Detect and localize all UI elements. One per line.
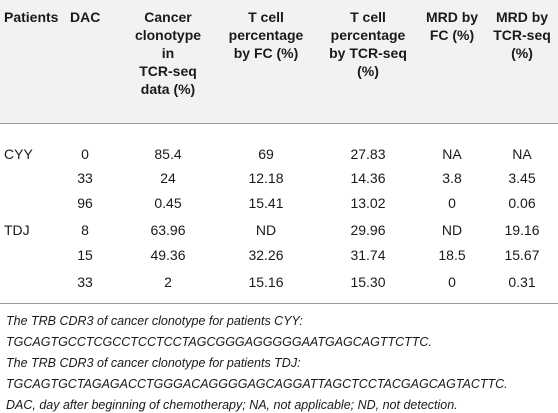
cell-patient: CYY xyxy=(4,146,33,162)
cell-clonotype: 0.45 xyxy=(154,195,182,211)
cell-tcell-seq: 14.36 xyxy=(350,170,386,186)
cell-clonotype: 63.96 xyxy=(150,222,186,238)
footnote-abbreviations: DAC, day after beginning of chemotherapy… xyxy=(6,398,458,412)
header-dac: DAC xyxy=(70,9,101,25)
header-divider xyxy=(0,123,558,124)
header-cancer-clonotype: Cancer clonotype in TCR-seq data (%) xyxy=(134,9,202,97)
cell-dac: 33 xyxy=(77,274,93,290)
cell-mrd-seq: 3.45 xyxy=(508,170,536,186)
cell-mrd-seq: 19.16 xyxy=(504,222,540,238)
footer-divider xyxy=(0,303,558,304)
cell-tcell-fc: 69 xyxy=(258,146,274,162)
cell-mrd-fc: NA xyxy=(442,146,462,162)
cell-clonotype: 24 xyxy=(160,170,176,186)
cell-tcell-fc: 15.41 xyxy=(248,195,284,211)
footnote-tdj-label: The TRB CDR3 of cancer clonotype for pat… xyxy=(6,356,301,370)
cell-tcell-seq: 13.02 xyxy=(350,195,386,211)
cell-mrd-seq: 0.06 xyxy=(508,195,536,211)
cell-mrd-fc: 3.8 xyxy=(442,170,462,186)
cell-tcell-fc: ND xyxy=(255,222,277,238)
header-patients: Patients xyxy=(4,9,59,25)
cell-patient: TDJ xyxy=(4,222,30,238)
cell-tcell-seq: 29.96 xyxy=(350,222,386,238)
cell-mrd-fc: 0 xyxy=(448,195,456,211)
cell-tcell-fc: 15.16 xyxy=(248,274,284,290)
cell-tcell-seq: 31.74 xyxy=(350,247,386,263)
header-mrd-fc: MRD by FC (%) xyxy=(425,9,479,43)
cell-mrd-fc: 18.5 xyxy=(438,247,466,263)
cell-mrd-fc: ND xyxy=(441,222,463,238)
cell-tcell-seq: 27.83 xyxy=(350,146,386,162)
cell-tcell-seq: 15.30 xyxy=(350,274,386,290)
cell-clonotype: 49.36 xyxy=(150,247,186,263)
cell-tcell-fc: 32.26 xyxy=(248,247,284,263)
cell-tcell-fc: 12.18 xyxy=(248,170,284,186)
header-mrd-seq: MRD by TCR-seq (%) xyxy=(493,9,551,61)
footnote-tdj-sequence: TGCAGTGCTAGAGACCTGGGACAGGGGAGCAGGATTAGCT… xyxy=(6,377,508,391)
table-header-row xyxy=(0,0,558,123)
cell-dac: 8 xyxy=(81,222,89,238)
footnote-cyy-sequence: TGCAGTGCCTCGCCTCCTCCTAGCGGGAGGGGGAATGAGC… xyxy=(6,335,432,349)
cell-mrd-seq: NA xyxy=(512,146,532,162)
cell-mrd-fc: 0 xyxy=(448,274,456,290)
header-tcell-fc: T cell percentage by FC (%) xyxy=(228,9,304,61)
cell-dac: 15 xyxy=(77,247,93,263)
cell-clonotype: 2 xyxy=(164,274,172,290)
footnote-cyy-label: The TRB CDR3 of cancer clonotype for pat… xyxy=(6,314,303,328)
cell-dac: 96 xyxy=(77,195,93,211)
cell-mrd-seq: 15.67 xyxy=(504,247,540,263)
header-tcell-seq: T cell percentage by TCR-seq (%) xyxy=(329,9,407,79)
cell-clonotype: 85.4 xyxy=(154,146,182,162)
cell-dac: 33 xyxy=(77,170,93,186)
cell-dac: 0 xyxy=(81,146,89,162)
cell-mrd-seq: 0.31 xyxy=(508,274,536,290)
